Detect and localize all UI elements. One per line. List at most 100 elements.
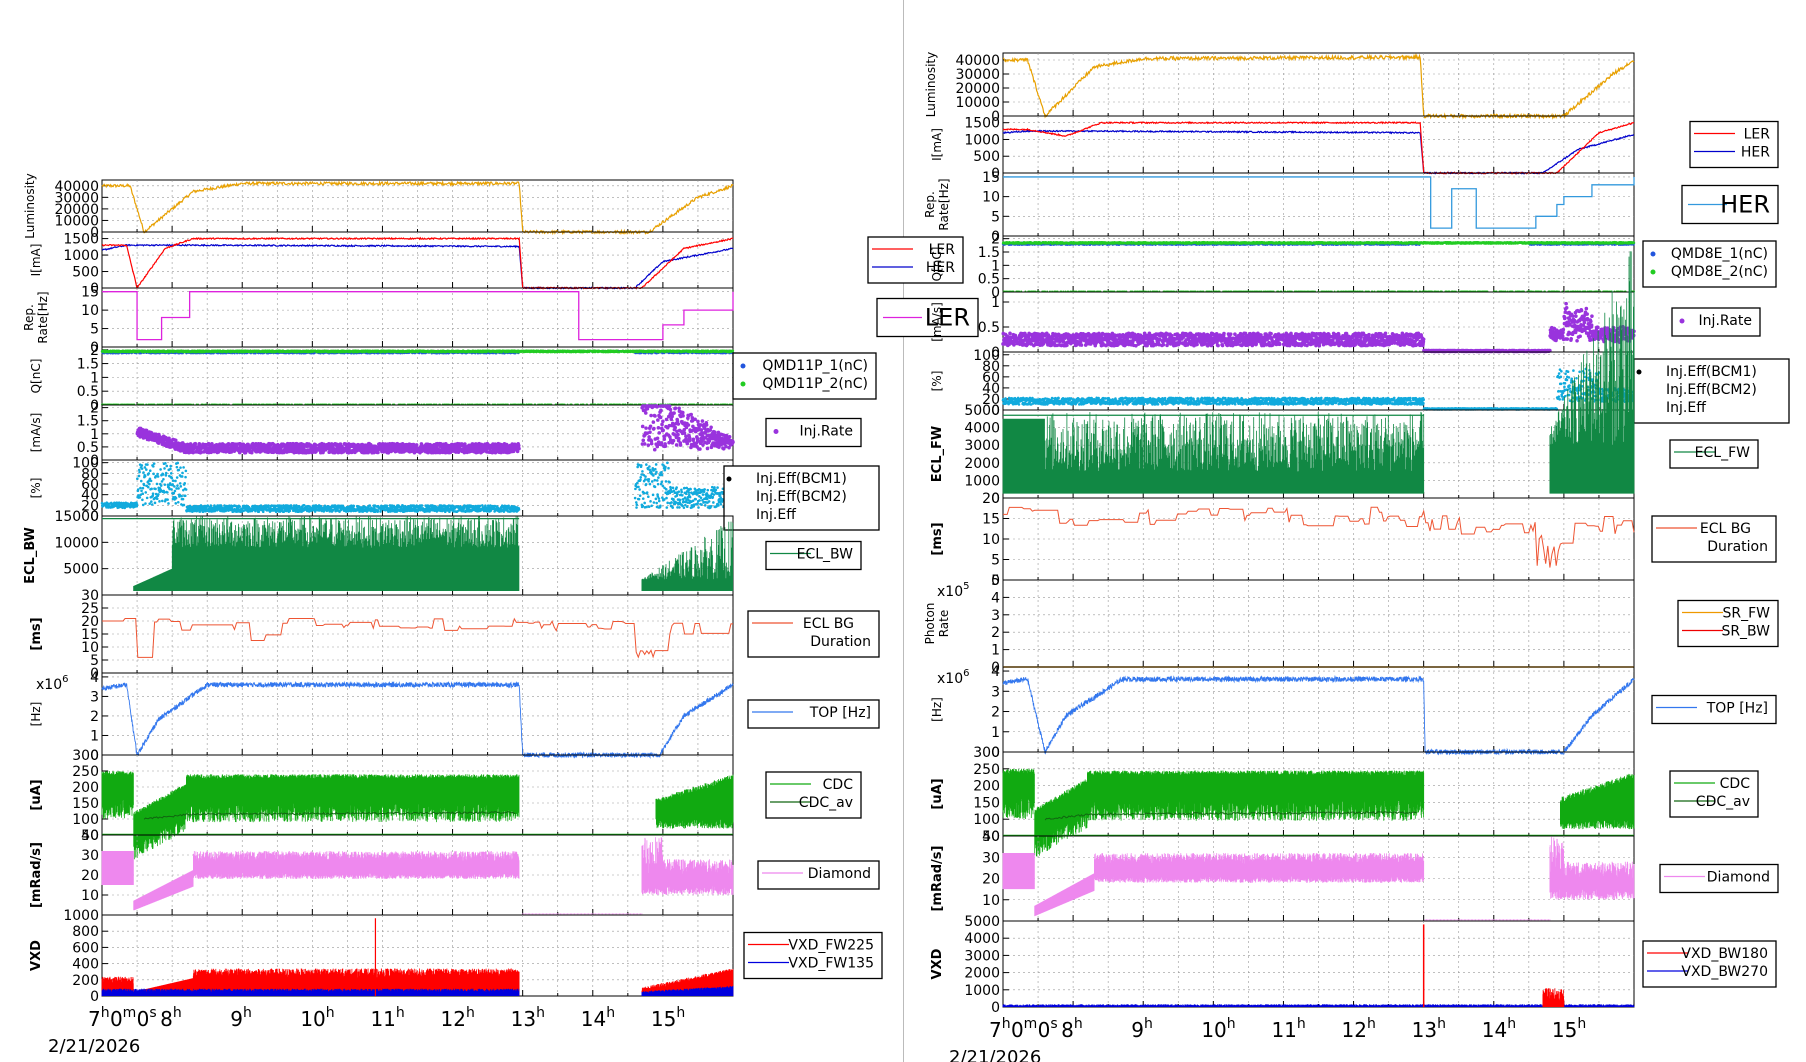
y-axis-label: [Hz]	[29, 702, 43, 727]
legend-label: ECL BG	[803, 616, 854, 632]
ecl-band-2	[641, 521, 734, 591]
y-tick-label: 150	[973, 795, 1000, 811]
inj-rate-points	[1001, 301, 1636, 354]
y-tick-label: 1	[90, 427, 99, 443]
legend-box	[1642, 240, 1777, 288]
y-tick-label: 1.5	[77, 357, 99, 373]
panel-frame	[101, 346, 734, 406]
legend-label: VXD_FW225	[788, 938, 874, 954]
y-axis-label: Rate[Hz]	[36, 291, 50, 343]
y-axis-label: [mRad/s]	[930, 845, 945, 911]
y-axis-label: [%]	[930, 371, 944, 392]
y-axis-label: Rate	[937, 610, 951, 638]
left-panel-ecl: 15000 10000 5000 ECL_BW ECL_BW	[23, 509, 862, 596]
y-axis-label: ECL_BW	[23, 527, 38, 584]
legend-box	[765, 417, 862, 448]
y-tick-label: 0	[991, 573, 1000, 589]
y-exponent: x106	[937, 668, 969, 687]
qmd2-points	[100, 349, 735, 354]
y-tick-label: 800	[72, 924, 99, 940]
legend-box	[765, 540, 862, 571]
y-tick-label: 3	[991, 608, 1000, 624]
cdc-band-2	[1560, 773, 1635, 830]
legend-swatch	[726, 476, 732, 482]
legend-box	[1677, 599, 1779, 648]
inj-rate-points	[135, 404, 735, 455]
ecl-bg-line	[1003, 506, 1635, 568]
legend-swatch	[740, 381, 746, 387]
y-tick-label: 10000	[54, 213, 99, 229]
y-axis-label: Q[nC]	[29, 359, 43, 394]
left-stripchart: 400003000020000100000Luminosity150010005…	[22, 173, 979, 1057]
y-tick-label: 15	[81, 285, 99, 301]
legend: TOP [Hz]	[1651, 694, 1777, 725]
y-tick-label: 4000	[964, 421, 1000, 437]
y-tick-label: 3000	[964, 438, 1000, 454]
y-tick-label: 100	[973, 348, 1000, 364]
legend-label: QMD11P_1(nC)	[762, 358, 868, 374]
legend: Inj.Rate	[1671, 307, 1761, 337]
legend-box	[1659, 863, 1779, 894]
y-tick-label: 2	[90, 401, 99, 417]
y-tick-label: 10000	[54, 535, 99, 551]
legend-box	[1633, 358, 1790, 424]
y-tick-label: 0	[90, 989, 99, 1005]
legend-swatch	[773, 429, 779, 434]
diamond-idle	[1424, 919, 1551, 921]
y-tick-label: 4000	[964, 931, 1000, 947]
y-tick-label: 1000	[63, 248, 99, 264]
vxd-bw180-burst	[1542, 988, 1565, 1007]
y-tick-label: 100	[973, 812, 1000, 828]
legend-label: HER	[1720, 191, 1770, 219]
legend: TOP [Hz]	[747, 699, 880, 729]
y-tick-label: 4	[991, 664, 1000, 680]
y-tick-label: 500	[973, 149, 1000, 165]
x-axis: 7h 0m 0s 8h 9h 10h 11h 12h 13h 14h 15h 2/21/2026	[949, 1016, 1586, 1062]
y-tick-label: 1000	[63, 908, 99, 924]
legend-box	[1671, 307, 1761, 337]
date-label: 2/21/2026	[48, 1036, 140, 1057]
y-axis-label: Q[nC]	[930, 247, 944, 282]
y-axis-label: Rep.	[22, 304, 36, 331]
y-tick-label: 400	[72, 957, 99, 973]
y-tick-label: 500	[72, 265, 99, 281]
rep-rate-line	[102, 291, 734, 341]
panel-frame	[1002, 920, 1635, 1008]
y-tick-label: 1	[90, 370, 99, 386]
left-panel-ir: 21.510.50[mA/s] Inj.Rate	[29, 401, 862, 469]
y-tick-label: 0	[90, 225, 99, 241]
legend-label: Inj.Rate	[800, 424, 853, 440]
y-tick-label: 0	[90, 398, 99, 414]
y-tick-label: 0	[991, 745, 1000, 761]
y-tick-label: 600	[72, 940, 99, 956]
y-tick-label: 0	[90, 340, 99, 356]
legend-label: CDC	[823, 777, 854, 793]
y-axis-label: VXD	[930, 948, 945, 979]
y-tick-label: 30	[81, 588, 99, 604]
y-tick-label: 30000	[955, 67, 1000, 83]
x-tick-label: 12h	[1342, 1016, 1376, 1042]
diamond-band	[1002, 853, 1425, 917]
x-tick-label: 8h	[1061, 1016, 1083, 1042]
legend-label: HER	[1741, 145, 1770, 161]
x-tick-label: 11h	[370, 1005, 404, 1031]
legend-box	[1651, 515, 1777, 563]
y-tick-label: 100	[72, 812, 99, 828]
y-axis-label: [ms]	[29, 617, 44, 650]
y-tick-label: 0	[90, 453, 99, 469]
legend-box	[747, 610, 880, 658]
y-tick-label: 10	[982, 893, 1000, 909]
y-tick-label: 20	[81, 498, 99, 514]
x-tick-label: 15h	[651, 1005, 685, 1031]
y-tick-label: 40	[982, 829, 1000, 845]
y-tick-label: 20000	[955, 81, 1000, 97]
y-tick-label: 0	[90, 509, 99, 525]
y-tick-label: 200	[72, 973, 99, 989]
y-tick-label: 5	[90, 322, 99, 338]
y-tick-label: 10	[81, 888, 99, 904]
